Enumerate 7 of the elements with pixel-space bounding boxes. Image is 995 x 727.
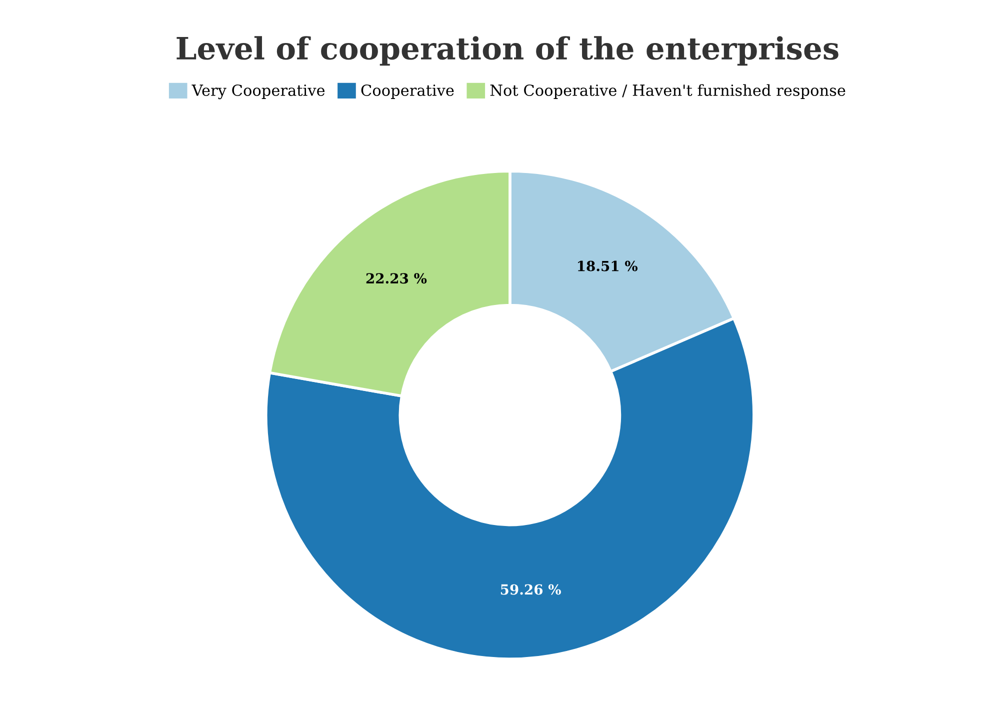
chart-title: Level of cooperation of the enterprises [176,36,838,66]
data-label: 18.51 % [578,260,638,272]
data-label: 59.26 % [500,584,561,595]
data-label: 22.23 % [366,273,427,284]
legend-label: Very Cooperative [192,84,325,100]
legend-label: Cooperative [361,84,454,99]
legend-label: Not Cooperative / Haven't furnished response [490,84,846,99]
